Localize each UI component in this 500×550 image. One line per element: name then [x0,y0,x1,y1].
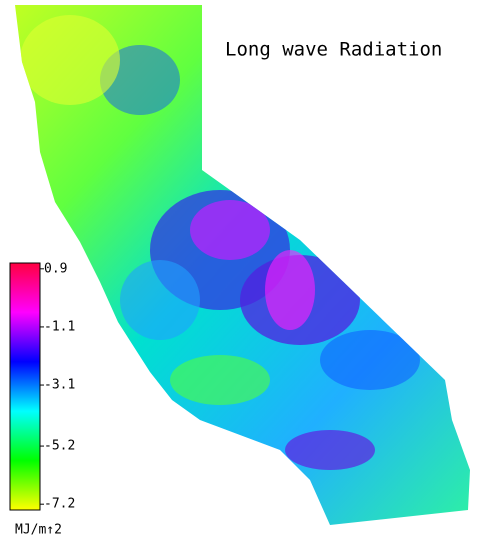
colorbar-unit: MJ/m↑2 [15,523,62,538]
colorbar [9,262,41,511]
tick-label: -7.2 [44,497,75,512]
tick-label: 0.9 [44,261,67,276]
tick-label: -3.1 [44,378,75,393]
tick-label: -5.2 [44,439,75,454]
tick-label: -1.1 [44,319,75,334]
map-title: Long wave Radiation [225,39,442,61]
